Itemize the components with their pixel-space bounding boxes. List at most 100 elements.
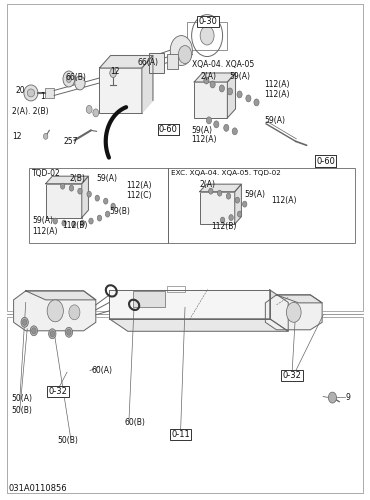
Circle shape bbox=[221, 217, 225, 223]
Ellipse shape bbox=[24, 85, 38, 101]
Circle shape bbox=[69, 185, 74, 191]
Circle shape bbox=[246, 95, 251, 102]
Circle shape bbox=[214, 121, 219, 128]
Circle shape bbox=[286, 302, 301, 322]
Circle shape bbox=[228, 88, 233, 95]
Circle shape bbox=[218, 190, 222, 196]
Polygon shape bbox=[270, 290, 288, 332]
Text: 59(A): 59(A) bbox=[192, 126, 213, 135]
Circle shape bbox=[80, 220, 85, 226]
Polygon shape bbox=[110, 290, 270, 319]
Text: XQA-04. XQA-05: XQA-04. XQA-05 bbox=[192, 60, 254, 69]
Circle shape bbox=[93, 109, 99, 117]
Text: 60(A): 60(A) bbox=[91, 366, 112, 375]
Text: 2(B): 2(B) bbox=[70, 174, 86, 183]
Polygon shape bbox=[142, 56, 153, 113]
Circle shape bbox=[209, 188, 213, 194]
Circle shape bbox=[111, 203, 115, 209]
Circle shape bbox=[232, 128, 237, 135]
Circle shape bbox=[43, 134, 48, 140]
Text: EXC. XQA-04. XQA-05. TQD-02: EXC. XQA-04. XQA-05. TQD-02 bbox=[171, 170, 281, 176]
Circle shape bbox=[170, 36, 192, 66]
Polygon shape bbox=[26, 291, 96, 300]
Text: 112(A): 112(A) bbox=[33, 226, 58, 235]
Text: 20: 20 bbox=[16, 86, 25, 95]
Text: 031A0110856: 031A0110856 bbox=[8, 484, 67, 493]
Circle shape bbox=[242, 201, 247, 207]
Text: 112(B): 112(B) bbox=[211, 222, 236, 230]
Polygon shape bbox=[46, 176, 88, 184]
FancyBboxPatch shape bbox=[100, 68, 142, 113]
Bar bbox=[134, 292, 165, 308]
Text: 0-60: 0-60 bbox=[316, 156, 335, 166]
Circle shape bbox=[50, 331, 54, 337]
Bar bbox=[166, 286, 185, 292]
Text: 2(A): 2(A) bbox=[201, 72, 217, 81]
Bar bbox=[149, 53, 164, 73]
Bar bbox=[168, 168, 354, 242]
Circle shape bbox=[71, 221, 76, 227]
Circle shape bbox=[53, 218, 57, 224]
Circle shape bbox=[210, 81, 215, 88]
Circle shape bbox=[219, 85, 225, 92]
Polygon shape bbox=[265, 295, 322, 330]
Text: 50(A): 50(A) bbox=[12, 394, 33, 403]
Text: 66(A): 66(A) bbox=[137, 58, 158, 66]
Circle shape bbox=[110, 68, 117, 78]
Bar bbox=[187, 22, 228, 50]
Circle shape bbox=[178, 46, 192, 64]
Polygon shape bbox=[276, 295, 322, 303]
Text: TQD-02: TQD-02 bbox=[33, 168, 61, 177]
Bar bbox=[7, 4, 363, 312]
Circle shape bbox=[204, 77, 209, 84]
Circle shape bbox=[97, 215, 102, 221]
Circle shape bbox=[104, 198, 108, 204]
Text: 112(C): 112(C) bbox=[126, 190, 152, 200]
Circle shape bbox=[48, 329, 56, 339]
Circle shape bbox=[237, 91, 242, 98]
Text: 0-60: 0-60 bbox=[316, 156, 335, 166]
Circle shape bbox=[254, 99, 259, 106]
Text: 59(A): 59(A) bbox=[264, 116, 285, 125]
Text: 59(A): 59(A) bbox=[97, 174, 118, 183]
Polygon shape bbox=[82, 176, 88, 218]
Bar bbox=[194, 82, 228, 118]
Text: 0-60: 0-60 bbox=[159, 125, 178, 134]
Text: 50(B): 50(B) bbox=[12, 406, 33, 415]
Bar bbox=[7, 317, 363, 494]
Text: 0-60: 0-60 bbox=[159, 125, 178, 134]
Text: 60(B): 60(B) bbox=[124, 418, 145, 426]
Circle shape bbox=[237, 211, 242, 217]
Circle shape bbox=[30, 326, 38, 336]
Text: 59(B): 59(B) bbox=[110, 206, 130, 216]
Circle shape bbox=[23, 320, 27, 326]
Polygon shape bbox=[194, 73, 235, 82]
Text: 9: 9 bbox=[345, 392, 350, 402]
Circle shape bbox=[75, 76, 85, 90]
Circle shape bbox=[78, 188, 82, 194]
Circle shape bbox=[95, 195, 100, 201]
Circle shape bbox=[105, 211, 110, 217]
Polygon shape bbox=[100, 56, 153, 68]
Text: 112(A): 112(A) bbox=[264, 90, 290, 99]
Text: 112(A): 112(A) bbox=[264, 80, 290, 89]
Text: 12: 12 bbox=[111, 67, 120, 76]
Polygon shape bbox=[228, 73, 235, 118]
Ellipse shape bbox=[27, 89, 35, 97]
Circle shape bbox=[89, 218, 93, 224]
Text: 59(A): 59(A) bbox=[229, 72, 250, 81]
Text: 112(B): 112(B) bbox=[63, 220, 88, 230]
Text: 0-32: 0-32 bbox=[48, 387, 67, 396]
Circle shape bbox=[63, 71, 75, 87]
Text: 1: 1 bbox=[40, 92, 45, 101]
Circle shape bbox=[206, 117, 212, 124]
Text: 257: 257 bbox=[63, 137, 78, 146]
Text: 59(A): 59(A) bbox=[33, 216, 53, 224]
Text: 0-11: 0-11 bbox=[171, 430, 190, 439]
Circle shape bbox=[62, 220, 66, 226]
Polygon shape bbox=[14, 291, 96, 331]
Text: 50(B): 50(B) bbox=[58, 436, 79, 445]
Text: 112(A): 112(A) bbox=[126, 180, 152, 190]
Circle shape bbox=[226, 193, 231, 199]
Circle shape bbox=[87, 191, 91, 197]
